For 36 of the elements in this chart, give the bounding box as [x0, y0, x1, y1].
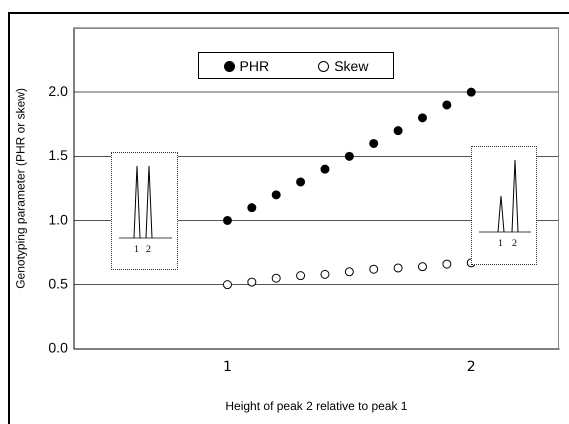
peaks-inset: 1 2 — [471, 146, 537, 265]
point — [418, 113, 427, 122]
point — [344, 267, 354, 276]
legend-label: Skew — [333, 58, 368, 74]
legend-label: PHR — [238, 58, 270, 74]
point — [247, 203, 256, 212]
annotation: 2 — [512, 238, 517, 249]
peaks-inset: 1 2 — [111, 152, 178, 270]
point — [222, 216, 232, 225]
point — [466, 88, 476, 97]
point — [369, 138, 378, 148]
y-tick-label: 0.5 — [48, 276, 68, 292]
y-tick-label: 0.0 — [48, 340, 68, 356]
point — [394, 263, 403, 272]
y-axis-title: Genotyping parameter (PHR or skew) — [14, 88, 28, 289]
annotation: 1 — [498, 238, 503, 249]
annotation: 1 — [134, 244, 139, 255]
point — [442, 100, 452, 110]
point — [320, 270, 330, 279]
point — [320, 164, 330, 174]
point — [344, 152, 354, 161]
point — [369, 264, 378, 274]
point — [247, 278, 256, 287]
y-tick-label: 1.0 — [48, 211, 68, 228]
x-axis-title: Height of peak 2 relative to peak 1 — [225, 399, 408, 414]
point — [442, 260, 452, 269]
point — [394, 126, 403, 136]
point — [296, 177, 306, 186]
y-tick-label: 2.0 — [48, 83, 68, 100]
point — [272, 190, 281, 200]
point — [222, 280, 232, 290]
point — [296, 271, 306, 280]
point — [272, 274, 281, 283]
point — [418, 262, 427, 272]
y-tick-label: 1.5 — [48, 147, 68, 164]
annotation: 2 — [146, 244, 151, 255]
